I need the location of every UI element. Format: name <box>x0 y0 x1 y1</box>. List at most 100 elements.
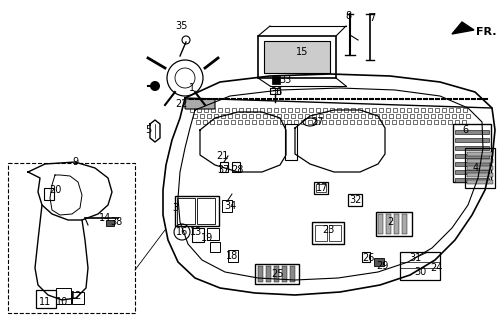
Bar <box>455 146 489 150</box>
Bar <box>420 120 424 124</box>
Bar <box>403 114 407 117</box>
Bar <box>368 114 372 117</box>
Bar <box>455 138 489 142</box>
Text: 32: 32 <box>349 195 361 205</box>
Bar <box>315 225 327 241</box>
Bar <box>298 114 302 117</box>
Bar <box>371 120 375 124</box>
Bar <box>350 120 354 124</box>
Bar <box>333 114 337 117</box>
Bar <box>246 108 250 111</box>
Text: 12: 12 <box>70 291 82 301</box>
Bar <box>258 266 263 282</box>
Bar <box>459 114 463 117</box>
Bar <box>270 114 274 117</box>
Bar <box>217 120 221 124</box>
Bar <box>362 252 370 262</box>
Bar <box>245 120 249 124</box>
Bar <box>375 114 379 117</box>
Bar <box>399 120 403 124</box>
Bar <box>455 120 459 124</box>
Bar <box>302 108 306 111</box>
Bar <box>273 120 277 124</box>
Bar <box>252 120 256 124</box>
Text: 25: 25 <box>272 269 284 279</box>
Bar <box>309 108 313 111</box>
Text: 5: 5 <box>145 125 151 135</box>
Bar <box>406 120 410 124</box>
Bar <box>210 242 220 252</box>
Bar <box>196 120 200 124</box>
Bar <box>358 108 362 111</box>
Bar <box>256 114 260 117</box>
Bar <box>197 108 201 111</box>
Bar <box>200 114 204 117</box>
Bar <box>207 114 211 117</box>
Bar <box>428 108 432 111</box>
Bar <box>378 120 382 124</box>
Bar <box>284 114 288 117</box>
Bar <box>462 120 466 124</box>
Bar <box>204 108 208 111</box>
Bar <box>222 200 232 212</box>
Bar <box>282 266 287 282</box>
Text: 37: 37 <box>218 165 230 175</box>
Bar <box>382 114 386 117</box>
Bar <box>44 188 54 200</box>
Bar <box>385 120 389 124</box>
Bar <box>372 108 376 111</box>
Bar <box>72 292 84 304</box>
Text: 11: 11 <box>39 297 51 307</box>
Bar <box>379 108 383 111</box>
Bar <box>467 159 493 163</box>
Text: 2: 2 <box>387 217 393 227</box>
Bar <box>8 163 135 313</box>
Bar <box>225 108 229 111</box>
Text: 6: 6 <box>462 125 468 135</box>
Bar <box>455 178 489 182</box>
Bar <box>259 120 263 124</box>
Bar <box>424 114 428 117</box>
Bar <box>336 120 340 124</box>
Bar <box>323 108 327 111</box>
Text: 10: 10 <box>56 297 68 307</box>
Text: 36: 36 <box>270 87 282 97</box>
Bar <box>427 120 431 124</box>
Bar <box>467 173 493 177</box>
Bar <box>312 114 316 117</box>
Bar <box>410 114 414 117</box>
Bar <box>258 36 336 78</box>
Bar <box>343 120 347 124</box>
Bar <box>455 154 489 158</box>
Bar <box>414 108 418 111</box>
Bar <box>435 108 439 111</box>
Bar <box>224 120 228 124</box>
Text: 33: 33 <box>279 75 291 85</box>
Bar <box>376 212 412 236</box>
Text: 1: 1 <box>189 83 195 93</box>
Bar <box>277 114 281 117</box>
Text: 29: 29 <box>376 261 388 271</box>
Bar <box>340 114 344 117</box>
Bar <box>445 114 449 117</box>
Text: 23: 23 <box>322 225 334 235</box>
Bar <box>239 108 243 111</box>
Bar <box>266 120 270 124</box>
Bar <box>316 108 320 111</box>
Text: 21: 21 <box>216 151 228 161</box>
Text: 16: 16 <box>176 227 188 237</box>
Bar <box>455 130 489 134</box>
Bar <box>197 198 215 224</box>
FancyBboxPatch shape <box>185 99 215 109</box>
Bar <box>192 228 204 242</box>
Bar <box>177 198 195 224</box>
Bar <box>407 108 411 111</box>
Bar <box>274 108 278 111</box>
Bar <box>263 114 267 117</box>
Bar <box>281 108 285 111</box>
Bar <box>207 228 219 240</box>
Text: 26: 26 <box>362 253 374 263</box>
Text: 30: 30 <box>414 267 426 277</box>
Bar <box>365 108 369 111</box>
Circle shape <box>150 81 160 91</box>
